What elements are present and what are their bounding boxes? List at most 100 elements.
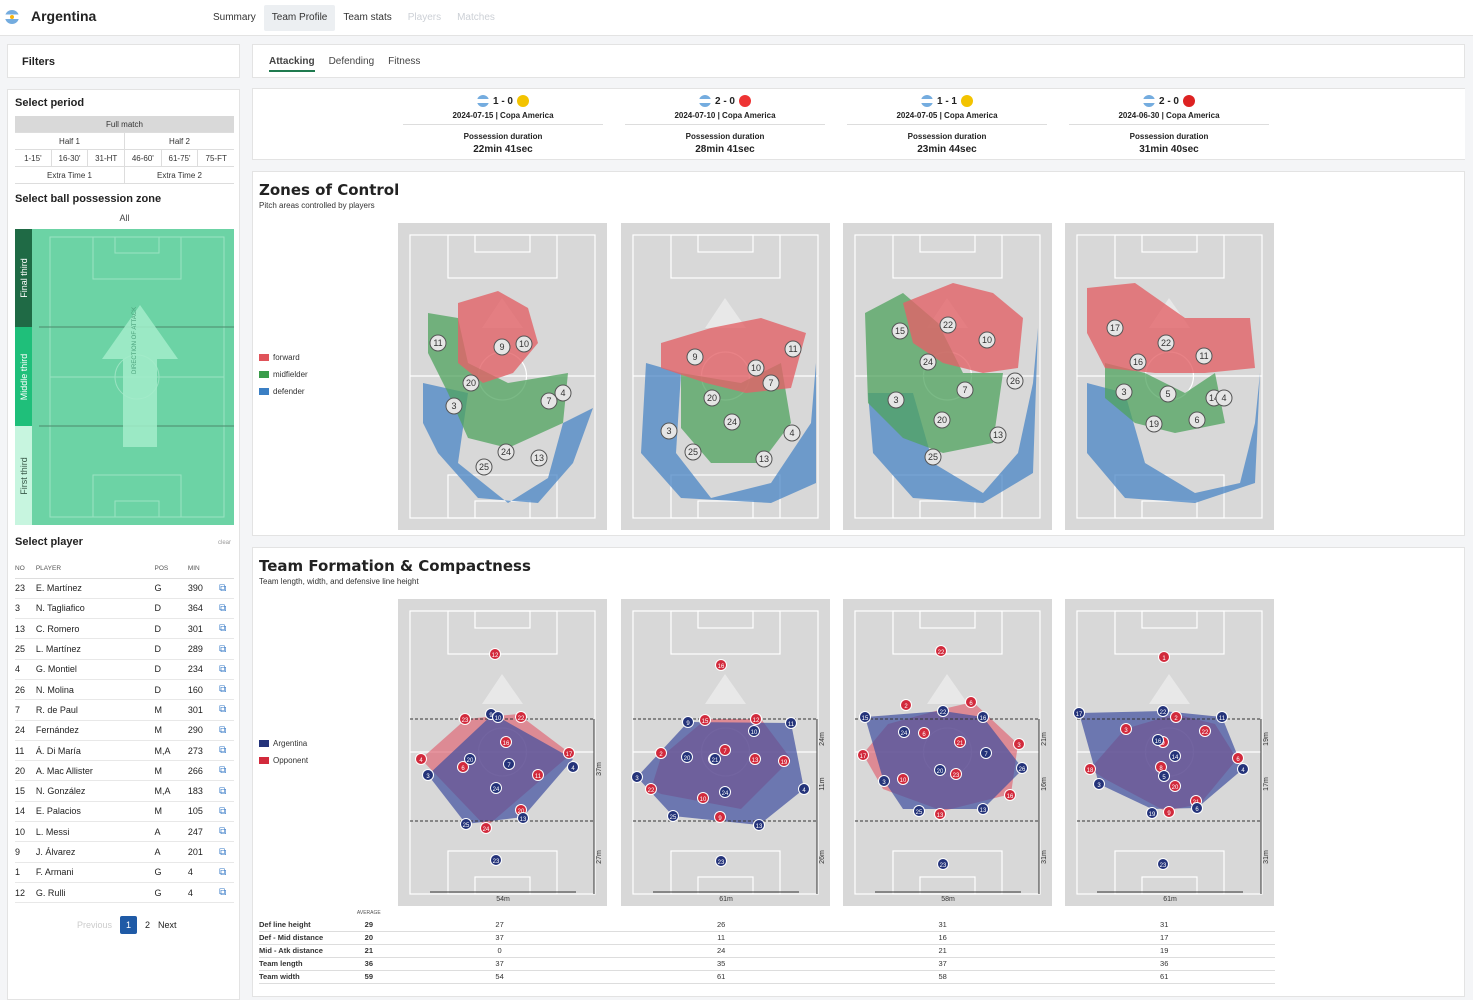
player-marker-label: 22 [1202,730,1209,736]
zone-first-third[interactable]: First third [15,426,32,525]
period-et2[interactable]: Extra Time 2 [157,171,202,180]
player-marker-label: 7 [507,763,511,769]
player-row[interactable]: 15 N. González M,A 183 ⧉ [15,780,234,802]
player-marker-label: 13 [756,824,763,830]
player-name: N. González [35,780,155,802]
player-min: 234 [187,659,220,680]
player-min: 201 [187,841,220,863]
player-marker-label: 3 [635,776,639,782]
open-link-icon[interactable]: ⧉ [219,780,234,802]
period-segment[interactable]: 46-60' [125,150,162,166]
player-marker-label: 20 [1172,785,1179,791]
player-marker-label: 24 [501,447,511,457]
player-min: 105 [187,801,220,823]
player-row[interactable]: 12 G. Rulli G 4 ⧉ [15,882,234,904]
player-marker-label: 6 [461,766,465,772]
player-marker [1215,389,1233,407]
period-segment[interactable]: 61-75' [162,150,199,166]
player-marker [682,716,694,728]
player-name: L. Martínez [35,638,155,660]
next-page[interactable]: Next [158,920,177,930]
player-marker-label: 10 [751,363,761,373]
player-row[interactable]: 26 N. Molina D 160 ⧉ [15,679,234,701]
col-no: NO [15,560,36,579]
page-1[interactable]: 1 [120,916,138,934]
main-nav: Summary Team Profile Team stats Players … [205,5,503,31]
zone-final-third[interactable]: Final third [15,229,32,327]
player-marker [1106,319,1124,337]
open-link-icon[interactable]: ⧉ [219,578,234,599]
player-marker [697,792,709,804]
period-full-match[interactable]: Full match [106,120,143,129]
player-marker [715,855,727,867]
player-row[interactable]: 24 Fernández M 290 ⧉ [15,720,234,741]
player-marker [490,782,502,794]
open-link-icon[interactable]: ⧉ [219,638,234,660]
tab-fitness[interactable]: Fitness [388,56,421,67]
player-no: 4 [15,659,36,680]
clear-link[interactable]: clear [217,540,231,546]
open-link-icon[interactable]: ⧉ [219,760,234,782]
zone-pitch: 9 10 11 7 20 24 3 25 13 4 [621,223,830,530]
period-half1[interactable]: Half 1 [15,133,125,149]
formation-pitch: 58m 21m 16m 31m 22 2 6 6 21 3 17 10 23 16 13 15 22 16 24 7 2… [843,599,1052,906]
player-marker [1013,738,1025,750]
period-segment[interactable]: 16-30' [52,150,89,166]
player-marker [954,736,966,748]
open-link-icon[interactable]: ⧉ [219,598,234,620]
nav-summary[interactable]: Summary [213,12,256,23]
player-row[interactable]: 25 L. Martínez D 289 ⧉ [15,638,234,660]
player-row[interactable]: 14 E. Palacios M 105 ⧉ [15,801,234,823]
open-link-icon[interactable]: ⧉ [219,720,234,741]
stat-value: 35 [610,957,832,971]
nav-matches: Matches [457,12,495,23]
player-min: 273 [187,740,220,762]
open-link-icon[interactable]: ⧉ [219,740,234,762]
player-row[interactable]: 13 C. Romero D 301 ⧉ [15,618,234,640]
player-row[interactable]: 9 J. Álvarez A 201 ⧉ [15,841,234,863]
player-row[interactable]: 3 N. Tagliafico D 364 ⧉ [15,598,234,620]
player-row[interactable]: 4 G. Montiel D 234 ⧉ [15,659,234,680]
open-link-icon[interactable]: ⧉ [219,659,234,680]
nav-team-stats[interactable]: Team stats [343,12,392,23]
player-marker-label: 13 [534,453,544,463]
player-marker-label: 22 [943,320,953,330]
player-row[interactable]: 20 A. Mac Allister M 266 ⧉ [15,760,234,782]
zone-middle-third[interactable]: Middle third [15,327,32,426]
player-row[interactable]: 23 E. Martínez G 390 ⧉ [15,578,234,599]
player-marker [778,755,790,767]
nav-team-profile[interactable]: Team Profile [263,5,336,31]
player-marker [785,717,797,729]
open-link-icon[interactable]: ⧉ [219,862,234,883]
period-segment[interactable]: 75-FT [205,154,227,163]
tab-attacking[interactable]: Attacking [269,56,315,72]
player-row[interactable]: 11 Á. Di María M,A 273 ⧉ [15,740,234,762]
player-name: N. Molina [35,679,155,701]
zone-all[interactable]: All [119,213,130,223]
player-row[interactable]: 10 L. Messi A 247 ⧉ [15,821,234,843]
possession-label: Possession duration [685,132,765,141]
player-row[interactable]: 1 F. Armani G 4 ⧉ [15,862,234,883]
period-segment[interactable]: 1-15' [15,150,52,166]
player-pos: D [154,598,188,620]
open-link-icon[interactable]: ⧉ [219,618,234,640]
player-marker-label: 16 [718,664,725,670]
open-link-icon[interactable]: ⧉ [219,801,234,823]
tab-defending[interactable]: Defending [328,56,375,67]
open-link-icon[interactable]: ⧉ [219,699,234,721]
period-et1[interactable]: Extra Time 1 [15,167,125,183]
player-marker [686,348,704,366]
open-link-icon[interactable]: ⧉ [219,841,234,863]
player-marker [798,783,810,795]
period-segment[interactable]: 31-HT [88,150,126,166]
player-pos: D [154,638,188,660]
player-row[interactable]: 7 R. de Paul M 301 ⧉ [15,699,234,721]
player-marker-label: 9 [718,816,722,822]
period-half2[interactable]: Half 2 [169,137,190,146]
open-link-icon[interactable]: ⧉ [219,882,234,904]
match-date: 2024-06-30 | Copa America [1069,111,1269,125]
page-2[interactable]: 2 [145,920,151,930]
player-marker-label: 20 [937,769,944,775]
open-link-icon[interactable]: ⧉ [219,821,234,843]
open-link-icon[interactable]: ⧉ [219,679,234,701]
